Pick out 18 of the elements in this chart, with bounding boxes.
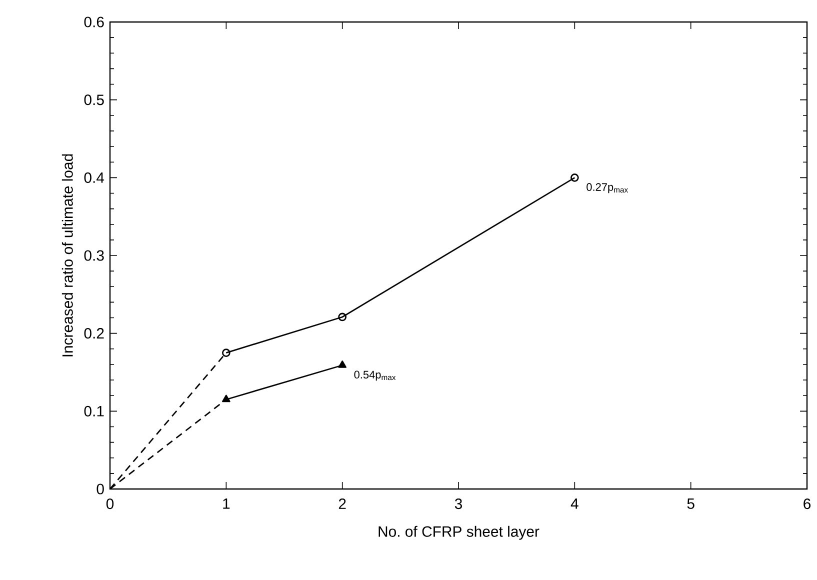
x-tick-label: 5 xyxy=(687,498,694,509)
annotation: 0.54p$_{max}$ xyxy=(354,370,396,381)
y-tick-label: 0.6 xyxy=(84,16,104,28)
x-tick-label: 3 xyxy=(454,498,462,510)
x-tick-label: 4 xyxy=(570,498,578,509)
y-tick-label: 0.1 xyxy=(84,406,104,416)
x-axis-title: No. of CFRP sheet layer xyxy=(378,526,540,540)
x-tick-label: 0 xyxy=(106,498,114,510)
y-tick-label: 0.5 xyxy=(84,94,104,106)
annotation: 0.27p$_{max}$ xyxy=(586,183,628,194)
x-tick-label: 1 xyxy=(223,498,230,509)
y-tick-label: 0.4 xyxy=(84,172,104,183)
y-axis-title: Increased ratio of ultimate load xyxy=(62,154,73,356)
y-tick-label: 0.3 xyxy=(84,250,104,261)
x-tick-label: 6 xyxy=(804,498,811,510)
x-tick-label: 2 xyxy=(338,498,346,509)
y-tick-label: 0 xyxy=(96,484,104,494)
y-tick-label: 0.2 xyxy=(84,328,104,339)
